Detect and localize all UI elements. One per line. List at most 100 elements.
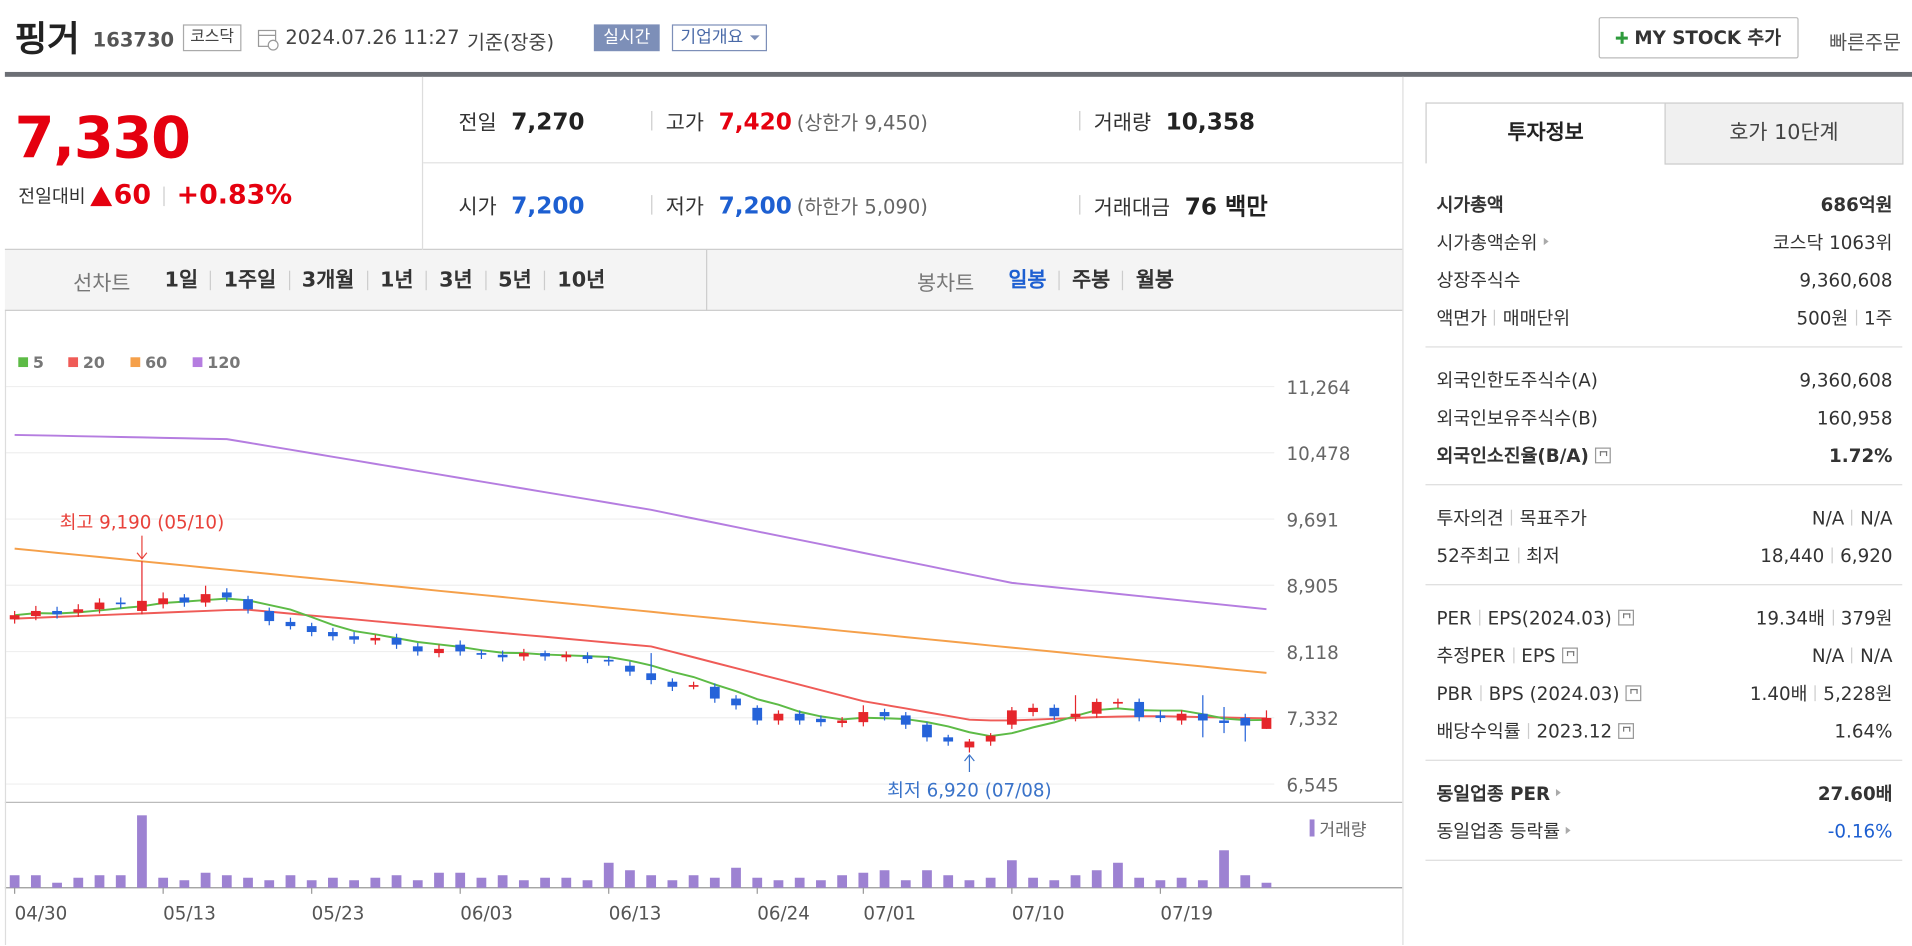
row-value: 9,360,608	[1799, 269, 1892, 291]
candle-body	[1070, 713, 1081, 718]
info-row: 배당수익률 2023.12 1.64%	[1425, 712, 1902, 750]
x-tick-label: 05/23	[312, 903, 365, 924]
volume-bar	[30, 875, 41, 888]
separator	[1480, 684, 1482, 701]
help-icon[interactable]	[1561, 647, 1578, 664]
label-text: 외국인소진율(B/A)	[1436, 445, 1589, 468]
candle-body	[837, 720, 847, 724]
candle-body	[1028, 707, 1038, 713]
legend-label: 120	[207, 353, 240, 372]
row-label: 투자의견 목표주가	[1436, 505, 1586, 531]
separator	[1851, 646, 1853, 663]
period-tab[interactable]: 3개월	[288, 270, 366, 291]
datetime: 2024.07.26 11:27	[285, 25, 460, 49]
row-label: 시가총액	[1436, 191, 1503, 217]
period-tab[interactable]: 5년	[484, 270, 544, 291]
candle-body	[455, 644, 466, 652]
period-tab[interactable]: 월봉	[1122, 270, 1186, 291]
mystock-button[interactable]: MY STOCK 추가	[1598, 17, 1799, 59]
arrow-icon	[1556, 788, 1562, 797]
period-tab[interactable]: 1일	[164, 268, 199, 293]
label-text: 동일업종 등락률	[1436, 820, 1561, 843]
current-price: 7,330	[14, 104, 191, 172]
candle-body	[1219, 720, 1229, 724]
row-label: 외국인소진율(B/A)	[1436, 443, 1611, 469]
info-row: 외국인소진율(B/A) 1.72%	[1425, 437, 1902, 475]
panel-tab[interactable]: 호가 10단계	[1664, 102, 1904, 165]
quote-note: (하한가 5,090)	[796, 195, 928, 219]
volume-bar	[52, 882, 62, 888]
volume-bar	[943, 875, 954, 888]
help-icon[interactable]	[1625, 684, 1642, 701]
value-text: 27.60배	[1817, 782, 1893, 805]
label-text: 상장주식수	[1436, 269, 1521, 292]
label-text: 외국인보유주식수(B)	[1436, 407, 1598, 430]
row-value: 686억원	[1821, 191, 1893, 217]
y-tick-label: 7,332	[1286, 709, 1338, 730]
panel-tab[interactable]: 투자정보	[1425, 102, 1665, 164]
period-tab[interactable]: 일봉	[1008, 268, 1047, 293]
volume-bar	[370, 877, 381, 888]
candle-body	[794, 713, 805, 721]
help-icon[interactable]	[1595, 447, 1611, 464]
help-icon[interactable]	[1618, 723, 1635, 739]
period-tab[interactable]: 10년	[543, 270, 618, 291]
x-tick-label: 07/19	[1160, 903, 1213, 924]
quote-item: 고가 7,420 (상한가 9,450)	[651, 105, 928, 135]
realtime-badge[interactable]: 실시간	[593, 24, 660, 52]
candle-body	[688, 685, 699, 687]
volume-bar	[137, 815, 147, 888]
legend-swatch	[130, 357, 141, 368]
label-text: EPS	[1521, 645, 1556, 668]
volume-bar	[115, 875, 126, 888]
quote-label: 저가	[665, 195, 704, 220]
x-tick-label: 05/13	[163, 903, 216, 924]
value-text: 500원	[1796, 307, 1849, 330]
row-value: 1.72%	[1829, 444, 1892, 466]
quote-item: 전일 7,270	[458, 105, 589, 136]
candle-body	[964, 741, 975, 748]
company-button[interactable]: 기업개요	[671, 24, 767, 52]
volume-bar	[582, 880, 593, 888]
volume-bar	[964, 880, 975, 888]
label-text: PER	[1436, 606, 1472, 629]
label-text: 최저	[1526, 545, 1560, 568]
quick-order[interactable]: 빠른주문	[1829, 30, 1901, 54]
label-text: 배당수익률	[1436, 720, 1521, 743]
volume-bar	[709, 877, 720, 888]
help-icon[interactable]	[1617, 609, 1634, 625]
separator	[1494, 309, 1496, 326]
candle-body	[476, 653, 487, 655]
chart-left-border	[4, 310, 7, 946]
volume-bar	[434, 872, 444, 888]
ma-line	[14, 608, 1267, 722]
quote-value: 7,200	[718, 192, 792, 220]
candle-body	[115, 602, 126, 605]
separator	[1831, 546, 1833, 563]
candle-body	[52, 610, 62, 615]
company-label: 기업개요	[680, 28, 744, 48]
volume-bar	[391, 875, 402, 888]
candle-body	[943, 737, 954, 742]
volume-bar	[1261, 882, 1272, 888]
y-tick-label: 8,118	[1286, 643, 1338, 664]
change-percent: +0.83%	[176, 180, 293, 211]
label-text: 2023.12	[1536, 720, 1613, 743]
period-tab[interactable]: 3년	[425, 270, 485, 291]
candle-body	[179, 597, 190, 603]
period-tab[interactable]: 주봉	[1058, 270, 1123, 291]
info-group: 투자의견 목표주가 N/A N/A 52주최고 최저 18,440 6,920	[1425, 485, 1903, 586]
x-tick-label: 06/03	[460, 903, 513, 924]
quote-item: 저가 7,200 (하한가 5,090)	[651, 189, 928, 220]
quote-label: 전일	[458, 110, 497, 136]
period-tab[interactable]: 1주일	[210, 270, 288, 291]
tab-group-label: 선차트	[73, 271, 131, 296]
ma-line	[14, 433, 1267, 611]
value-text: 9,360,608	[1799, 368, 1893, 391]
volume-bar	[349, 880, 359, 888]
calendar-icon	[257, 29, 279, 51]
row-label: 52주최고 최저	[1436, 543, 1559, 569]
stock-chart: 11,264 10,478 9,691 8,905 8,118 7,332 6,545 5 20…	[4, 353, 1403, 924]
period-tab[interactable]: 1년	[366, 270, 426, 291]
